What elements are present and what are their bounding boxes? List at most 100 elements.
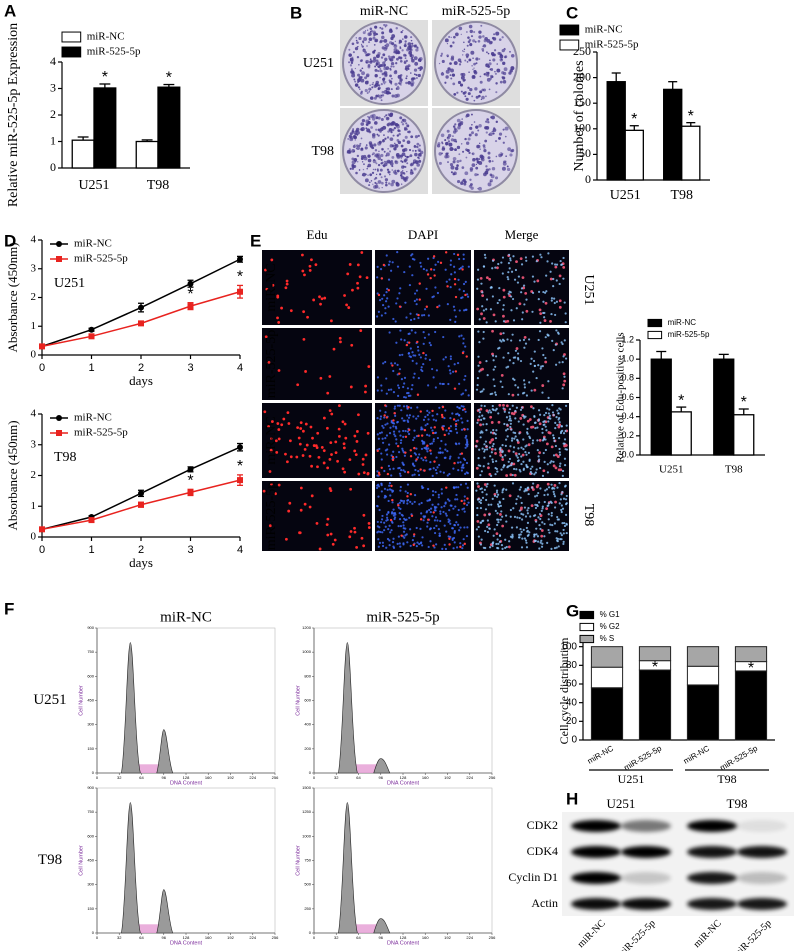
edu-cell bbox=[310, 258, 313, 262]
dapi-cell bbox=[511, 437, 514, 440]
colony bbox=[371, 135, 376, 139]
colony bbox=[498, 132, 503, 136]
colony bbox=[477, 129, 480, 132]
dapi-cell bbox=[449, 263, 452, 266]
dapi-cell bbox=[488, 546, 492, 549]
colony bbox=[385, 43, 390, 47]
row-label: U251 bbox=[303, 56, 334, 71]
dapi-cell bbox=[530, 357, 533, 360]
dapi-cell bbox=[491, 354, 495, 357]
colony bbox=[483, 44, 485, 46]
dapi-cell bbox=[465, 534, 469, 538]
colony bbox=[489, 77, 493, 80]
edu-cell bbox=[499, 513, 502, 516]
colony bbox=[379, 168, 383, 172]
dapi-cell bbox=[398, 512, 401, 515]
dapi-cell bbox=[424, 415, 427, 418]
colony bbox=[371, 86, 374, 89]
colony bbox=[495, 120, 498, 124]
colony bbox=[454, 123, 457, 126]
colony bbox=[467, 92, 471, 96]
colony bbox=[391, 165, 394, 168]
colony bbox=[385, 183, 388, 187]
dapi-cell bbox=[399, 545, 402, 548]
colony bbox=[370, 180, 373, 182]
dapi-cell bbox=[422, 267, 426, 271]
dapi-cell bbox=[560, 430, 563, 433]
colony bbox=[367, 163, 372, 168]
colony bbox=[401, 183, 403, 185]
cell-line-label: U251 bbox=[607, 796, 636, 811]
edu-cell bbox=[322, 449, 326, 453]
edu-cell bbox=[499, 332, 503, 336]
dapi-cell bbox=[383, 487, 387, 490]
colony bbox=[369, 58, 372, 61]
dapi-cell bbox=[551, 523, 554, 527]
dapi-cell bbox=[541, 439, 545, 442]
colony bbox=[396, 169, 400, 173]
x-tick-label: 1 bbox=[88, 544, 94, 556]
dapi-cell bbox=[406, 430, 410, 433]
g2-peak bbox=[156, 729, 174, 774]
colony bbox=[389, 112, 394, 116]
colony bbox=[376, 133, 379, 136]
bar-segment bbox=[686, 646, 720, 667]
dapi-cell bbox=[546, 260, 549, 263]
y-tick-label: 750 bbox=[87, 809, 94, 814]
dapi-cell bbox=[512, 362, 515, 365]
dapi-cell bbox=[400, 439, 403, 442]
dapi-cell bbox=[406, 414, 409, 417]
dapi-cell bbox=[494, 393, 498, 396]
dapi-cell bbox=[520, 406, 524, 409]
colony bbox=[383, 160, 386, 163]
dapi-cell bbox=[551, 262, 554, 265]
colony bbox=[414, 152, 418, 157]
colony bbox=[407, 42, 412, 46]
dapi-cell bbox=[544, 336, 547, 339]
x-tick-label: 224 bbox=[249, 775, 256, 780]
dapi-cell bbox=[514, 356, 517, 359]
colony bbox=[472, 157, 476, 161]
dapi-cell bbox=[396, 297, 399, 300]
dapi-cell bbox=[446, 474, 449, 477]
colony bbox=[377, 86, 381, 90]
colony bbox=[407, 81, 412, 85]
dapi-cell bbox=[457, 456, 460, 459]
dapi-cell bbox=[382, 441, 385, 444]
colony bbox=[369, 173, 373, 177]
dapi-cell bbox=[398, 518, 402, 521]
dapi-cell bbox=[542, 353, 545, 357]
colony bbox=[396, 51, 400, 55]
dapi-cell bbox=[422, 363, 425, 366]
dapi-cell bbox=[558, 437, 561, 440]
dapi-cell bbox=[403, 517, 406, 520]
dapi-cell bbox=[518, 516, 521, 520]
dapi-cell bbox=[418, 542, 421, 546]
dapi-cell bbox=[483, 253, 487, 257]
dapi-cell bbox=[403, 376, 407, 379]
dapi-cell bbox=[531, 310, 534, 313]
dapi-cell bbox=[425, 287, 428, 290]
column-label: miR-525-5p bbox=[442, 4, 510, 19]
edu-cell bbox=[338, 336, 342, 340]
colony bbox=[346, 152, 348, 154]
dapi-cell bbox=[533, 473, 536, 476]
dapi-cell bbox=[453, 309, 456, 312]
band bbox=[737, 820, 787, 832]
edu-cell bbox=[312, 298, 316, 302]
dapi-cell bbox=[541, 474, 545, 477]
edu-cell bbox=[536, 279, 540, 283]
colony bbox=[453, 138, 457, 143]
colony bbox=[374, 184, 379, 189]
dapi-cell bbox=[559, 498, 562, 501]
y-tick-label: 2 bbox=[31, 291, 37, 303]
colony bbox=[466, 149, 468, 152]
dapi-cell bbox=[431, 429, 434, 432]
dapi-cell bbox=[383, 469, 386, 473]
column-label: Edu bbox=[307, 227, 328, 242]
dapi-cell bbox=[553, 522, 557, 525]
point bbox=[138, 304, 144, 311]
colony bbox=[445, 69, 450, 74]
dapi-cell bbox=[483, 448, 487, 451]
colony bbox=[450, 138, 455, 142]
